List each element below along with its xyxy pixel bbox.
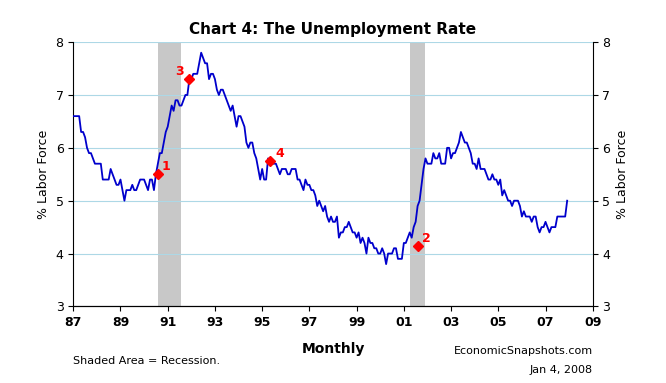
Bar: [410, 42, 426, 306]
Text: Jan 4, 2008: Jan 4, 2008: [529, 365, 593, 375]
Text: EconomicSnapshots.com: EconomicSnapshots.com: [454, 346, 593, 356]
Text: 1: 1: [162, 160, 170, 173]
Y-axis label: % Labor Force: % Labor Force: [616, 129, 629, 219]
Y-axis label: % Labor Force: % Labor Force: [37, 129, 50, 219]
Text: 2: 2: [422, 232, 430, 245]
Title: Chart 4: The Unemployment Rate: Chart 4: The Unemployment Rate: [189, 22, 477, 37]
Text: Monthly: Monthly: [301, 342, 365, 356]
Text: Shaded Area = Recession.: Shaded Area = Recession.: [73, 356, 220, 366]
Text: 4: 4: [275, 147, 284, 160]
Bar: [158, 42, 181, 306]
Text: 3: 3: [176, 65, 184, 78]
